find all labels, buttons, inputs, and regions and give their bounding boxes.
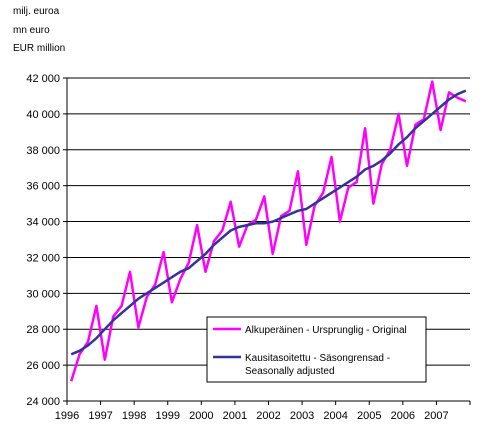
legend-label-adjusted: Kausitasoitettu - Säsongrensad -Seasonal… [245,353,390,377]
y-tick-label: 28 000 [26,324,60,336]
unit-label-en: EUR million [13,43,66,54]
y-tick-label: 26 000 [26,360,60,372]
x-tick-label: 2004 [323,410,347,422]
y-tick-label: 38 000 [26,145,60,157]
x-tick-label: 2007 [424,410,448,422]
unit-label-sv: mn euro [13,25,50,36]
x-tick-label: 2006 [391,410,415,422]
x-tick-label: 1999 [156,410,180,422]
x-tick-label: 2003 [290,410,314,422]
y-tick-label: 42 000 [26,73,60,85]
y-tick-label: 36 000 [26,181,60,193]
y-tick-label: 34 000 [26,217,60,229]
x-tick-label: 1998 [122,410,146,422]
series-adjusted-line [70,89,467,356]
x-tick-label: 2000 [189,410,213,422]
y-tick-label: 24 000 [26,396,60,408]
y-tick-label: 32 000 [26,252,60,264]
x-tick-label: 2001 [223,410,247,422]
y-tick-label: 40 000 [26,109,60,121]
y-tick-label: 30 000 [26,288,60,300]
legend-label-original: Alkuperäinen - Ursprunglig - Original [245,325,407,336]
x-tick-label: 1996 [55,410,79,422]
x-tick-label: 2005 [357,410,381,422]
x-tick-label: 2002 [256,410,280,422]
x-tick-label: 1997 [88,410,112,422]
series-original-line [70,80,467,382]
unit-label-fi: milj. euroa [13,6,60,17]
legend-box [206,316,427,383]
